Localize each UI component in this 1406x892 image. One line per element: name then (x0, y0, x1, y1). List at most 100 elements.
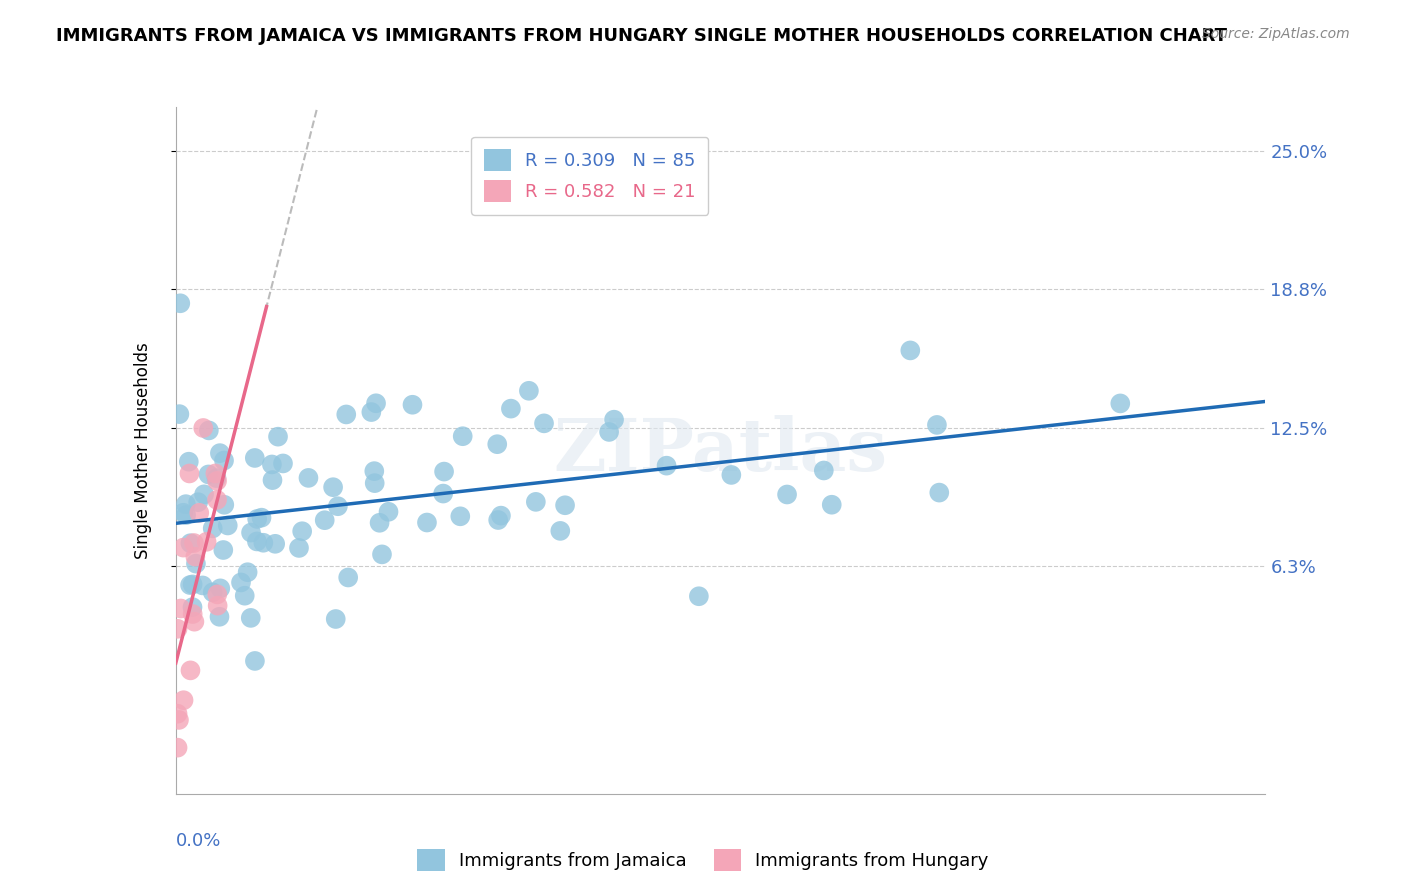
Immigrants from Jamaica (517, 384, 540, 398)
Immigrants from Jamaica (214, 498, 236, 512)
Immigrants from Jamaica (239, 611, 262, 625)
Immigrants from Jamaica (291, 524, 314, 539)
Text: Source: ZipAtlas.com: Source: ZipAtlas.com (1202, 27, 1350, 41)
Immigrants from Jamaica (260, 458, 283, 472)
Immigrants from Jamaica (898, 343, 921, 358)
Immigrants from Jamaica (377, 505, 399, 519)
Immigrants from Jamaica (688, 589, 710, 603)
Immigrants from Jamaica (451, 429, 474, 443)
Immigrants from Hungary (172, 541, 194, 555)
Immigrants from Jamaica (554, 498, 576, 512)
Immigrants from Jamaica (169, 296, 191, 310)
Immigrants from Hungary (166, 706, 188, 721)
Immigrants from Jamaica (326, 500, 349, 514)
Immigrants from Jamaica (325, 612, 347, 626)
Text: 0.0%: 0.0% (176, 831, 221, 850)
Immigrants from Jamaica (550, 524, 572, 538)
Immigrants from Jamaica (193, 487, 215, 501)
Immigrants from Jamaica (401, 398, 423, 412)
Immigrants from Jamaica (720, 467, 742, 482)
Immigrants from Hungary (183, 615, 205, 629)
Immigrants from Jamaica (179, 578, 201, 592)
Immigrants from Jamaica (172, 506, 194, 520)
Immigrants from Jamaica (524, 495, 547, 509)
Immigrants from Hungary (205, 474, 228, 488)
Immigrants from Jamaica (449, 509, 471, 524)
Immigrants from Hungary (184, 549, 207, 564)
Immigrants from Jamaica (416, 516, 439, 530)
Y-axis label: Single Mother Households: Single Mother Households (134, 343, 152, 558)
Immigrants from Jamaica (205, 471, 228, 485)
Immigrants from Hungary (166, 622, 188, 636)
Immigrants from Jamaica (533, 417, 555, 431)
Immigrants from Jamaica (233, 589, 256, 603)
Text: ZIPatlas: ZIPatlas (554, 415, 887, 486)
Immigrants from Hungary (166, 740, 188, 755)
Immigrants from Jamaica (212, 543, 235, 558)
Immigrants from Jamaica (364, 396, 387, 410)
Immigrants from Jamaica (813, 463, 835, 477)
Immigrants from Hungary (167, 713, 190, 727)
Immigrants from Jamaica (371, 547, 394, 561)
Immigrants from Jamaica (197, 467, 219, 482)
Immigrants from Jamaica (181, 600, 204, 615)
Immigrants from Hungary (181, 607, 204, 621)
Immigrants from Jamaica (246, 534, 269, 549)
Immigrants from Jamaica (240, 525, 263, 540)
Immigrants from Jamaica (236, 565, 259, 579)
Immigrants from Jamaica (243, 450, 266, 465)
Immigrants from Hungary (205, 492, 228, 507)
Immigrants from Jamaica (229, 575, 252, 590)
Immigrants from Jamaica (655, 458, 678, 473)
Immigrants from Jamaica (297, 471, 319, 485)
Immigrants from Jamaica (360, 405, 382, 419)
Immigrants from Jamaica (181, 577, 204, 591)
Immigrants from Jamaica (337, 570, 360, 584)
Immigrants from Jamaica (925, 417, 948, 432)
Immigrants from Jamaica (208, 446, 231, 460)
Immigrants from Jamaica (821, 498, 844, 512)
Immigrants from Jamaica (288, 541, 311, 555)
Immigrants from Hungary (183, 536, 205, 550)
Legend: R = 0.309   N = 85, R = 0.582   N = 21: R = 0.309 N = 85, R = 0.582 N = 21 (471, 136, 709, 215)
Immigrants from Jamaica (603, 412, 626, 426)
Immigrants from Jamaica (201, 521, 224, 535)
Immigrants from Hungary (179, 467, 201, 481)
Immigrants from Jamaica (499, 401, 522, 416)
Immigrants from Jamaica (191, 578, 214, 592)
Immigrants from Jamaica (486, 513, 509, 527)
Immigrants from Jamaica (208, 609, 231, 624)
Immigrants from Hungary (204, 467, 226, 481)
Immigrants from Jamaica (322, 480, 344, 494)
Immigrants from Jamaica (217, 518, 239, 533)
Immigrants from Hungary (179, 664, 201, 678)
Immigrants from Hungary (173, 693, 195, 707)
Immigrants from Jamaica (250, 510, 273, 524)
Immigrants from Jamaica (368, 516, 391, 530)
Immigrants from Jamaica (246, 512, 269, 526)
Immigrants from Jamaica (776, 487, 799, 501)
Immigrants from Jamaica (314, 513, 336, 527)
Immigrants from Jamaica (198, 424, 221, 438)
Immigrants from Hungary (170, 601, 193, 615)
Immigrants from Hungary (207, 587, 229, 601)
Immigrants from Jamaica (267, 430, 290, 444)
Immigrants from Hungary (188, 506, 211, 520)
Immigrants from Jamaica (179, 536, 201, 550)
Immigrants from Jamaica (177, 455, 200, 469)
Immigrants from Jamaica (262, 473, 284, 487)
Immigrants from Jamaica (174, 497, 197, 511)
Immigrants from Jamaica (363, 464, 385, 478)
Immigrants from Jamaica (209, 582, 232, 596)
Immigrants from Jamaica (335, 408, 357, 422)
Immigrants from Jamaica (184, 557, 207, 571)
Text: IMMIGRANTS FROM JAMAICA VS IMMIGRANTS FROM HUNGARY SINGLE MOTHER HOUSEHOLDS CORR: IMMIGRANTS FROM JAMAICA VS IMMIGRANTS FR… (56, 27, 1227, 45)
Immigrants from Jamaica (252, 535, 274, 549)
Immigrants from Jamaica (201, 585, 224, 599)
Immigrants from Jamaica (433, 465, 456, 479)
Immigrants from Jamaica (212, 453, 235, 467)
Immigrants from Hungary (195, 534, 218, 549)
Immigrants from Jamaica (598, 425, 620, 439)
Immigrants from Hungary (207, 599, 229, 613)
Immigrants from Jamaica (264, 537, 287, 551)
